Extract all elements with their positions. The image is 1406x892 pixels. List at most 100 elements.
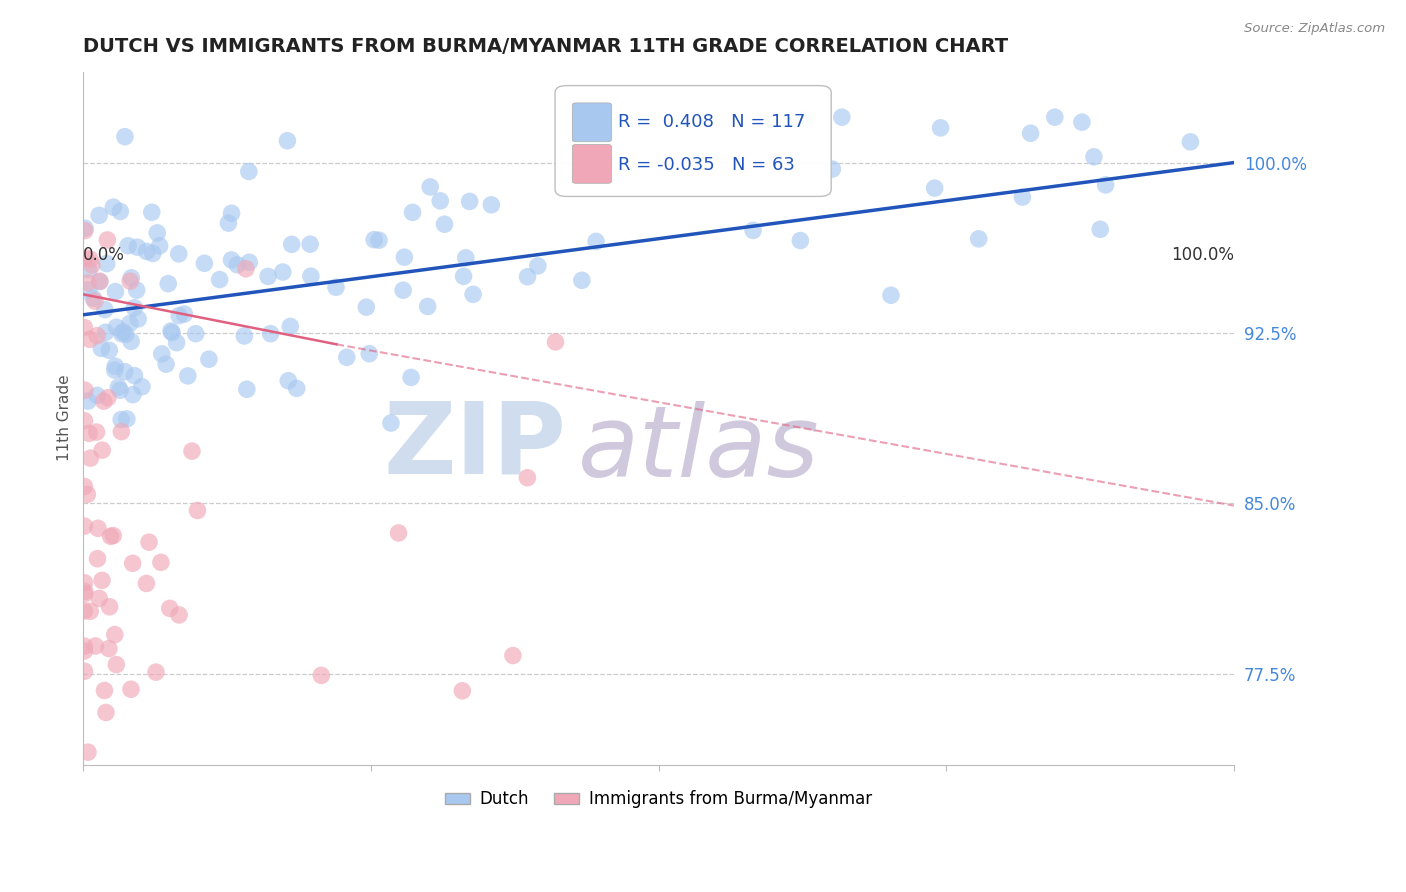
Point [1094,178,1116,192]
Point [104,285,127,299]
Point [160,324,183,338]
Point [120,682,142,697]
Point [108,383,131,397]
Point [91,443,114,458]
Point [77,426,100,441]
Point [120,274,142,288]
Point [433,217,456,231]
Point [356,300,378,314]
Point [107,380,129,394]
Point [135,576,157,591]
Point [97,391,120,405]
Point [73,221,96,235]
Point [236,382,259,396]
Point [429,194,451,208]
Point [1011,190,1033,204]
Point [527,259,550,273]
Point [516,269,538,284]
Point [111,326,134,341]
Point [127,240,149,254]
Point [325,280,347,294]
Point [585,235,607,249]
Point [167,309,190,323]
Point [1043,110,1066,124]
Point [271,265,294,279]
Point [259,326,281,341]
Point [280,237,302,252]
Point [285,381,308,395]
Point [159,601,181,615]
Point [73,644,96,658]
Point [73,519,96,533]
Text: R = -0.035   N = 63: R = -0.035 N = 63 [619,156,796,174]
Point [221,206,243,220]
Point [149,239,172,253]
Point [77,262,100,277]
Point [115,412,138,426]
FancyBboxPatch shape [555,86,831,196]
Point [135,244,157,259]
Point [416,300,439,314]
Point [121,557,143,571]
Point [117,238,139,252]
Legend: Dutch, Immigrants from Burma/Myanmar: Dutch, Immigrants from Burma/Myanmar [439,784,879,815]
Point [73,320,96,334]
Point [98,343,121,358]
Point [104,363,127,377]
Point [94,706,117,720]
Point [93,394,115,409]
Point [84,294,107,309]
Point [226,258,249,272]
Point [238,164,260,178]
Point [120,334,142,349]
Point [77,394,100,409]
Point [86,551,108,566]
Point [967,232,990,246]
Point [110,412,132,426]
Point [392,283,415,297]
Point [105,320,128,334]
Point [1083,150,1105,164]
Point [79,451,101,466]
Point [794,112,817,127]
Point [544,334,567,349]
Text: Source: ZipAtlas.com: Source: ZipAtlas.com [1244,22,1385,36]
Point [73,639,96,653]
Text: 100.0%: 100.0% [1171,246,1234,264]
Point [100,529,122,543]
Point [502,648,524,663]
Point [103,528,125,542]
Point [380,416,402,430]
Point [73,479,96,493]
Point [79,604,101,618]
Text: DUTCH VS IMMIGRANTS FROM BURMA/MYANMAR 11TH GRADE CORRELATION CHART: DUTCH VS IMMIGRANTS FROM BURMA/MYANMAR 1… [83,37,1008,56]
Point [98,599,121,614]
Point [166,335,188,350]
Point [368,233,391,247]
Point [1070,115,1092,129]
Point [336,351,359,365]
Point [146,226,169,240]
Point [831,110,853,124]
Point [73,604,96,618]
Point [1019,126,1042,140]
Point [821,162,844,177]
Point [90,342,112,356]
Point [150,347,173,361]
Point [157,277,180,291]
Point [208,272,231,286]
Y-axis label: 11th Grade: 11th Grade [58,375,72,461]
Point [73,575,96,590]
Point [79,252,101,267]
Point [177,368,200,383]
Point [238,255,260,269]
Point [454,251,477,265]
Point [742,223,765,237]
FancyBboxPatch shape [572,103,612,142]
Point [401,205,423,219]
Point [91,574,114,588]
Point [1180,135,1202,149]
Point [105,657,128,672]
Point [124,301,146,315]
Point [73,224,96,238]
